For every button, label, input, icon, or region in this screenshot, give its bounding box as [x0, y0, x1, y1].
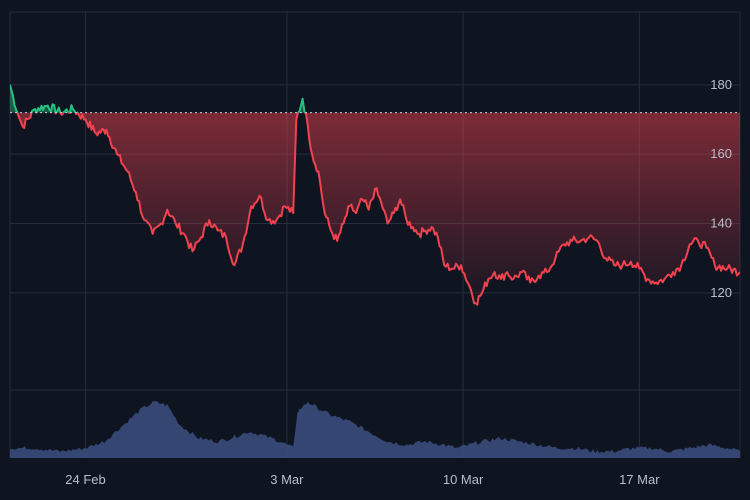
area-below-baseline	[10, 112, 740, 305]
x-tick-label: 3 Mar	[270, 472, 304, 487]
x-tick-label: 24 Feb	[65, 472, 105, 487]
y-tick-label: 120	[710, 285, 732, 300]
y-tick-label: 180	[710, 77, 732, 92]
y-tick-label: 140	[710, 216, 732, 231]
x-tick-label: 17 Mar	[619, 472, 660, 487]
area-layer	[10, 84, 740, 305]
price-line-below	[16, 112, 740, 306]
volume-area	[10, 401, 740, 458]
x-tick-label: 10 Mar	[443, 472, 484, 487]
line-layer	[10, 84, 740, 306]
axis-layer: 120 140 160 180 24 Feb 3 Mar 10 Mar 17 Mar	[65, 77, 732, 487]
volume-layer	[10, 401, 740, 458]
y-tick-label: 160	[710, 146, 732, 161]
